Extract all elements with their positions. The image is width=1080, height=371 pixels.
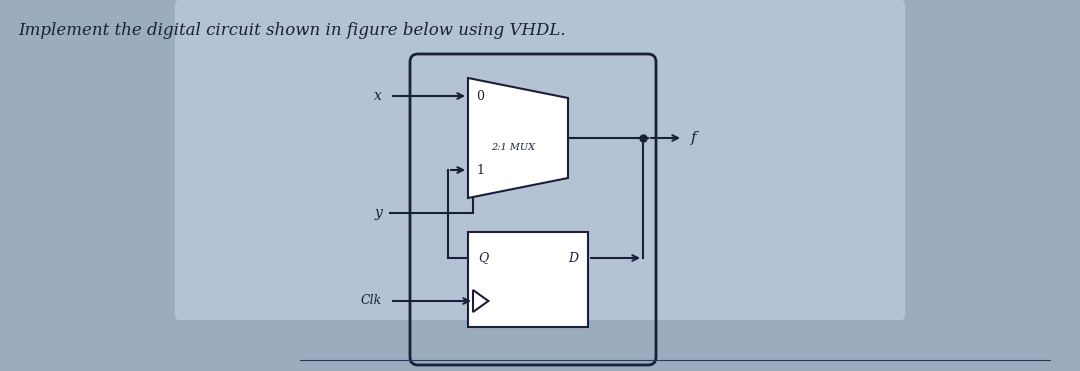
Text: x: x — [374, 89, 382, 103]
FancyBboxPatch shape — [175, 0, 905, 320]
Text: Q: Q — [478, 252, 488, 265]
Text: D: D — [568, 252, 578, 265]
Text: 0: 0 — [476, 89, 484, 102]
Bar — [468, 232, 588, 327]
Text: Implement the digital circuit shown in figure below using VHDL.: Implement the digital circuit shown in f… — [18, 22, 566, 39]
Text: y: y — [374, 206, 382, 220]
Polygon shape — [473, 290, 488, 312]
Text: 2:1 MUX: 2:1 MUX — [491, 143, 535, 152]
Text: 1: 1 — [476, 164, 484, 177]
Text: f: f — [691, 131, 697, 145]
Text: Clk: Clk — [361, 295, 382, 308]
Polygon shape — [468, 78, 568, 198]
